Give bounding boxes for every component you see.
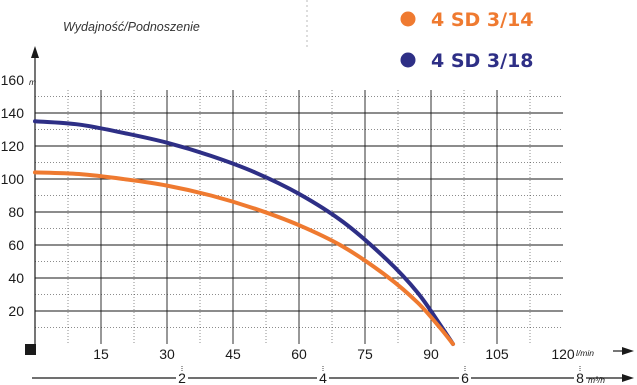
chart-title: Wydajność/Podnoszenie bbox=[63, 20, 200, 34]
y-tick-label: 140 bbox=[1, 105, 25, 121]
series-line bbox=[33, 119, 455, 346]
chart-series bbox=[33, 119, 455, 346]
chart-axes bbox=[25, 0, 634, 382]
origin-marker bbox=[25, 344, 36, 355]
secondary-tick-label: 4 bbox=[319, 370, 327, 385]
legend-marker bbox=[400, 11, 416, 27]
chart-grid bbox=[35, 90, 563, 344]
x-axis-arrow bbox=[622, 347, 634, 355]
secondary-tick-label: 8 bbox=[576, 370, 584, 385]
y-tick-label: 60 bbox=[8, 237, 24, 253]
secondary-unit-label: m³/h bbox=[588, 375, 605, 385]
secondary-tick-label: 6 bbox=[461, 370, 469, 385]
x-tick-label: 30 bbox=[159, 346, 175, 362]
y-tick-label: 160 bbox=[1, 72, 25, 88]
x-tick-label: 75 bbox=[357, 346, 373, 362]
series-line bbox=[33, 170, 455, 346]
secondary-axis-arrow bbox=[622, 374, 634, 382]
x-tick-label: 15 bbox=[93, 346, 109, 362]
y-tick-label: 120 bbox=[1, 138, 25, 154]
x-tick-label: 105 bbox=[485, 346, 509, 362]
y-tick-label: 40 bbox=[8, 270, 24, 286]
x-tick-label: 90 bbox=[423, 346, 439, 362]
secondary-tick-label: 2 bbox=[178, 370, 186, 385]
x-tick-label: 120 bbox=[551, 346, 575, 362]
legend-label: 4 SD 3/18 bbox=[431, 50, 534, 72]
y-unit-label: m bbox=[29, 77, 36, 87]
x-tick-label: 60 bbox=[291, 346, 307, 362]
y-tick-label: 80 bbox=[8, 204, 24, 220]
y-tick-label: 100 bbox=[1, 171, 25, 187]
y-tick-label: 20 bbox=[8, 303, 24, 319]
legend-marker bbox=[400, 52, 416, 68]
chart-legend: 4 SD 3/14 4 SD 3/18 bbox=[400, 9, 534, 72]
x-unit-label: l/min bbox=[576, 348, 594, 358]
x-tick-label: 45 bbox=[225, 346, 241, 362]
y-axis-arrow bbox=[31, 46, 39, 58]
legend-label: 4 SD 3/14 bbox=[431, 9, 534, 31]
